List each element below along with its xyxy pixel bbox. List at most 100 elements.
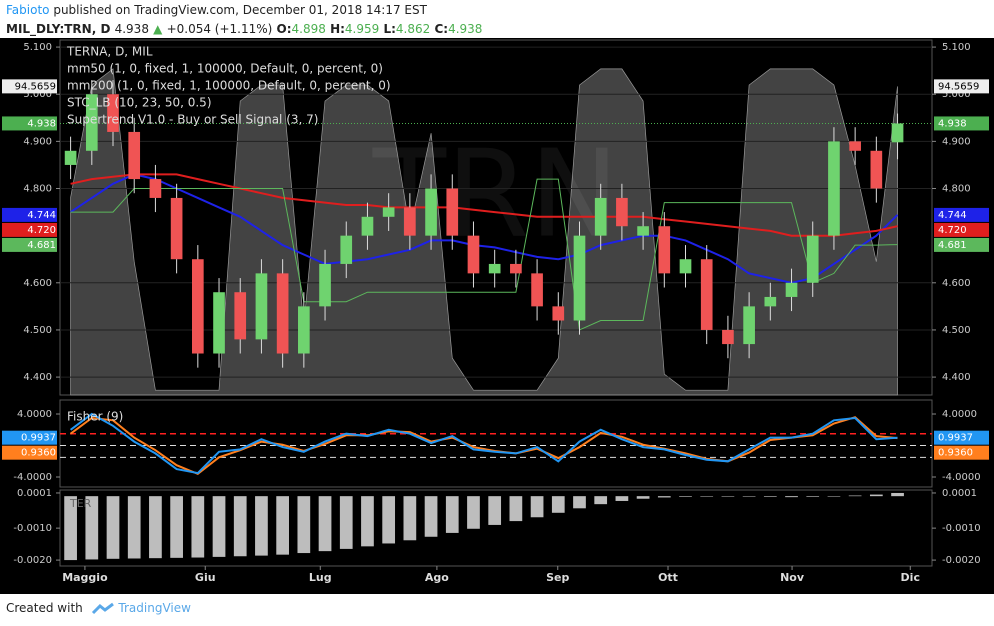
price-tag-label: 4.744 xyxy=(27,210,56,221)
price-tag xyxy=(2,445,57,460)
symbol-line: MIL_DLY:TRN, D 4.938 ▲ +0.054 (+1.11%) O… xyxy=(6,22,482,36)
stc-tag-label: 94.5659 xyxy=(15,81,56,92)
high-label: H: xyxy=(330,22,345,36)
panel-frame xyxy=(59,399,933,488)
candle-body xyxy=(488,263,501,274)
price-tag-label: 4.681 xyxy=(27,240,56,251)
panel-title: Fisher (9) xyxy=(67,410,123,424)
publish-info: published on TradingView.com, December 0… xyxy=(53,3,427,17)
price-tag-label: 0.9360 xyxy=(21,448,56,459)
y-tick-label: 4.0000 xyxy=(17,409,52,420)
y-tick-label: 5.000 xyxy=(942,89,971,100)
indicator-legend: Supertrend V1.0 - Buy or Sell Signal (3,… xyxy=(67,113,318,127)
hist-bar xyxy=(382,496,396,544)
stc-tag xyxy=(2,79,57,94)
open: 4.898 xyxy=(291,22,326,36)
ma-line xyxy=(70,178,898,331)
price-tag xyxy=(2,222,57,237)
hist-bar xyxy=(106,496,120,559)
y-tick-label: 5.100 xyxy=(23,42,52,53)
hist-bar xyxy=(424,496,438,537)
candle-body xyxy=(298,306,310,354)
hist-bar xyxy=(233,496,247,557)
indicator-legend: STC_LB (10, 23, 50, 0.5) xyxy=(67,96,212,110)
hist-bar xyxy=(445,496,459,533)
price-tag xyxy=(2,207,57,222)
candle-body xyxy=(722,329,734,345)
y-tick-label: 0.0001 xyxy=(942,488,977,499)
last-price: 4.938 xyxy=(114,22,149,36)
candle-body xyxy=(637,226,649,236)
indicator-legend: mm50 (1, 0, fixed, 1, 100000, Default, 0… xyxy=(67,62,383,76)
candle-body xyxy=(849,141,861,151)
high: 4.959 xyxy=(344,22,380,36)
candle-body xyxy=(870,150,883,189)
candle-body xyxy=(828,141,840,236)
y-tick-label: 5.000 xyxy=(23,89,52,100)
x-tick-label: Ago xyxy=(425,571,449,584)
hist-bar xyxy=(191,496,205,558)
x-tick-label: Ott xyxy=(658,571,678,584)
candle-body xyxy=(467,235,480,274)
price-tag xyxy=(934,116,989,131)
hist-bar xyxy=(827,496,841,497)
brand[interactable]: TradingView xyxy=(118,601,191,615)
hist-bar xyxy=(276,496,289,555)
price-tag-label: 4.720 xyxy=(938,225,967,236)
candle-body xyxy=(85,94,98,151)
y-tick-label: 4.400 xyxy=(942,372,971,383)
hist-bar xyxy=(212,496,226,557)
hist-bar xyxy=(763,496,777,497)
hist-bar xyxy=(467,496,480,529)
y-tick-label: 4.0000 xyxy=(942,409,977,420)
hist-bar xyxy=(255,496,268,556)
hist-bar xyxy=(488,496,502,525)
ma-line xyxy=(70,173,898,237)
candle-body xyxy=(764,296,777,307)
price-tag xyxy=(934,207,989,222)
fisher-line xyxy=(70,416,898,476)
author[interactable]: Fabioto xyxy=(6,3,50,17)
y-tick-label: 4.800 xyxy=(942,184,971,195)
created-with: Created with xyxy=(6,601,83,615)
price-tag xyxy=(934,237,989,252)
hist-bar xyxy=(85,496,99,560)
hist-bar xyxy=(297,496,311,554)
candle-body xyxy=(700,259,713,330)
hist-bar xyxy=(636,496,650,499)
price-tag xyxy=(2,116,57,131)
up-arrow: ▲ xyxy=(153,22,163,36)
candle-body xyxy=(806,235,819,283)
candle-body xyxy=(616,197,628,227)
low-label: L: xyxy=(383,22,396,36)
hist-bar xyxy=(509,496,523,522)
candle-body xyxy=(340,235,353,264)
hist-bar xyxy=(785,496,798,498)
candle-body xyxy=(658,226,671,274)
close-label: C: xyxy=(434,22,449,36)
hist-bar xyxy=(806,496,820,497)
hist-bar xyxy=(318,496,332,552)
fisher-line xyxy=(70,412,898,475)
hist-bar xyxy=(64,496,77,561)
price-tag xyxy=(934,445,989,460)
hist-bar xyxy=(149,496,162,559)
x-tick-label: Maggio xyxy=(62,571,108,584)
hist-bar xyxy=(530,496,544,518)
hist-bar xyxy=(339,496,353,549)
hist-bar xyxy=(615,496,629,501)
price-tag-label: 0.9937 xyxy=(938,433,973,444)
y-tick-label: 4.600 xyxy=(23,278,52,289)
hist-bar xyxy=(594,496,608,505)
candle-body xyxy=(255,273,268,340)
price-tag xyxy=(2,237,57,252)
y-tick-label: 5.100 xyxy=(942,42,971,53)
candle-body xyxy=(234,292,247,340)
hist-bar xyxy=(361,496,374,547)
y-tick-label: 0.0001 xyxy=(17,488,52,499)
price-tag xyxy=(934,222,989,237)
indicator-legend: mm200 (1, 0, fixed, 1, 100000, Default, … xyxy=(67,79,391,93)
x-tick-label: Nov xyxy=(780,571,805,584)
